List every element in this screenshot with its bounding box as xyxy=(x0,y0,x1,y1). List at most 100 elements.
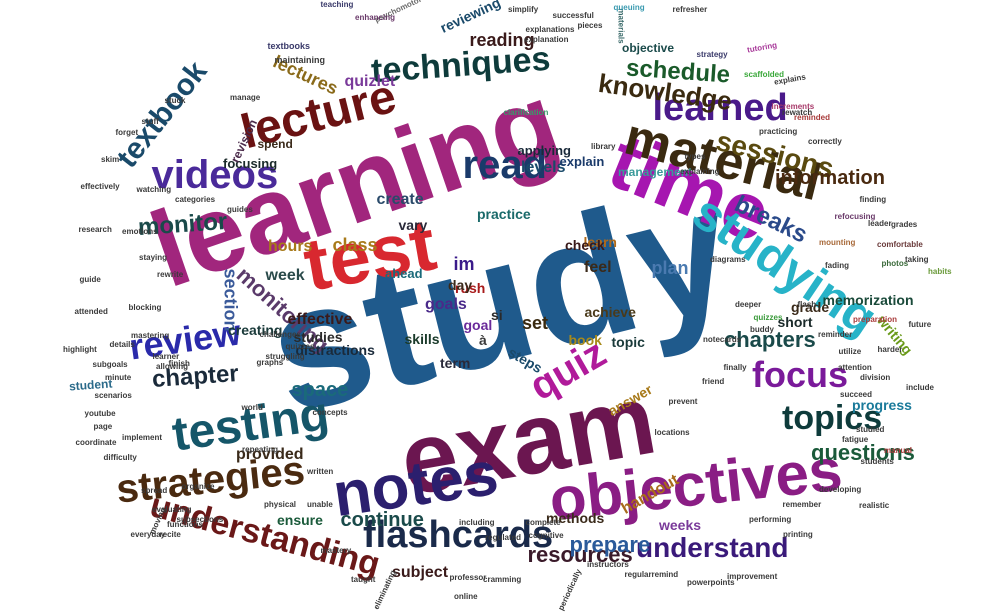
cloud-word: evaluating xyxy=(152,505,192,514)
cloud-word: prepare xyxy=(569,532,651,557)
cloud-word: practice xyxy=(477,206,531,222)
cloud-word: resources xyxy=(527,542,633,567)
cloud-word: cognitive xyxy=(528,531,564,540)
cloud-word: chapters xyxy=(724,327,816,352)
cloud-word: instructors xyxy=(587,560,629,569)
cloud-word: everyday xyxy=(130,530,166,539)
cloud-word: library xyxy=(591,142,616,151)
cloud-word: refresher xyxy=(672,5,708,14)
cloud-word: textbooks xyxy=(267,40,311,51)
cloud-word: comfortable xyxy=(877,240,923,249)
cloud-word: reminded xyxy=(794,113,831,122)
cloud-word: realistic xyxy=(859,501,890,510)
cloud-word: flash xyxy=(797,300,817,309)
cloud-word: progress xyxy=(852,397,912,413)
cloud-word: coordinate xyxy=(75,438,117,447)
cloud-word: struggling xyxy=(265,352,305,361)
cloud-word: deeper xyxy=(735,300,762,309)
cloud-word: explanation xyxy=(524,35,569,44)
cloud-word: attended xyxy=(74,307,108,316)
cloud-word: levels xyxy=(521,159,566,176)
cloud-word: regulated xyxy=(485,533,522,542)
cloud-word: quizlet xyxy=(344,73,396,90)
cloud-word: topics xyxy=(782,399,883,437)
cloud-word: applying xyxy=(517,142,571,158)
cloud-word: rewrite xyxy=(157,270,184,279)
cloud-word: subject xyxy=(392,564,449,581)
cloud-word: clarification xyxy=(503,108,549,117)
cloud-word: emotions xyxy=(122,227,158,236)
cloud-word: rewatch xyxy=(782,108,813,117)
cloud-word: habits xyxy=(928,267,952,276)
cloud-word: difficulty xyxy=(103,453,137,462)
cloud-word: skills xyxy=(404,331,440,347)
cloud-word: plan xyxy=(651,258,689,278)
cloud-word: day xyxy=(448,277,473,293)
cloud-word: explaining xyxy=(680,167,720,176)
cloud-word: improvement xyxy=(727,572,778,581)
cloud-word: written xyxy=(307,467,334,476)
cloud-word: scaffolded xyxy=(744,70,785,79)
cloud-word: objective xyxy=(622,41,675,55)
cloud-word: fading xyxy=(825,261,849,270)
cloud-word: page xyxy=(93,422,113,431)
cloud-word: short xyxy=(777,314,813,330)
cloud-word: manual xyxy=(884,446,913,455)
cloud-word: division xyxy=(860,373,891,382)
cloud-word: recite xyxy=(159,530,181,539)
cloud-word: allowing xyxy=(156,362,188,371)
cloud-word: include xyxy=(906,383,935,392)
cloud-word: online xyxy=(454,592,478,601)
cloud-word: finding xyxy=(859,195,887,204)
cloud-word: unable xyxy=(307,500,333,509)
cloud-word: watching xyxy=(136,185,172,194)
cloud-word: goals xyxy=(425,296,467,313)
cloud-word: hours xyxy=(268,238,313,255)
cloud-word: graphs xyxy=(256,358,284,367)
cloud-word: focus xyxy=(752,354,849,395)
cloud-word: preparation xyxy=(853,315,898,324)
cloud-word: complete xyxy=(525,518,561,527)
cloud-word: attention xyxy=(838,363,872,372)
cloud-word: stuff xyxy=(141,117,159,126)
cloud-word: regular xyxy=(624,570,652,579)
cloud-word: organize xyxy=(181,482,215,491)
cloud-word: pieces xyxy=(577,21,603,30)
cloud-word: management xyxy=(618,165,693,179)
cloud-word: explain xyxy=(559,153,605,169)
cloud-word: highlight xyxy=(63,345,97,354)
cloud-word: guide xyxy=(79,275,101,284)
cloud-word: challenges xyxy=(259,330,301,339)
cloud-word: categories xyxy=(175,195,216,204)
cloud-word: mastering xyxy=(131,331,170,340)
cloud-word: space xyxy=(291,379,349,401)
cloud-word: teaching xyxy=(320,0,354,9)
cloud-word: week xyxy=(265,267,305,284)
cloud-word: read xyxy=(462,143,548,187)
cloud-word: staying xyxy=(139,253,168,262)
cloud-word: spread xyxy=(141,486,168,495)
cloud-word: prevent xyxy=(668,397,698,406)
cloud-word: finish xyxy=(168,359,190,368)
cloud-word: friend xyxy=(702,377,725,386)
cloud-word: focusing xyxy=(223,155,278,171)
cloud-word: studies xyxy=(293,329,343,345)
cloud-word: weeks xyxy=(659,517,702,533)
cloud-word: subgoals xyxy=(92,360,128,369)
cloud-word: succeed xyxy=(840,390,873,399)
cloud-word: à xyxy=(479,332,487,348)
cloud-word: printing xyxy=(783,530,813,539)
cloud-word: stuck xyxy=(164,96,186,105)
cloud-word: repeating xyxy=(242,445,279,454)
cloud-word: understand xyxy=(636,532,789,563)
cloud-word: quizzes xyxy=(285,342,315,351)
cloud-word: powerpoints xyxy=(687,578,735,587)
cloud-word: world xyxy=(241,403,263,412)
cloud-word: subsections xyxy=(176,515,224,524)
cloud-word: spend xyxy=(257,137,293,151)
cloud-word: learner xyxy=(152,352,180,361)
cloud-word: effectively xyxy=(80,182,120,191)
cloud-word: learn xyxy=(583,234,617,250)
cloud-word: ahead xyxy=(385,265,423,281)
cloud-word: including xyxy=(459,518,495,527)
